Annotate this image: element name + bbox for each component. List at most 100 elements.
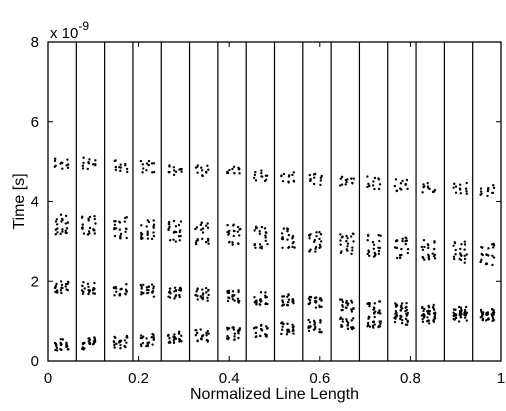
data-point: [432, 320, 436, 323]
data-point: [378, 183, 382, 186]
data-point: [460, 243, 463, 246]
data-point: [432, 318, 435, 321]
data-point: [60, 348, 63, 352]
data-point: [145, 225, 148, 228]
data-point: [126, 170, 129, 174]
data-point: [91, 288, 95, 292]
data-point: [227, 296, 231, 300]
data-point: [113, 294, 116, 297]
data-point: [426, 312, 430, 315]
data-point: [308, 250, 311, 253]
data-point: [458, 187, 462, 190]
data-point: [264, 332, 267, 336]
data-point-cluster: [194, 164, 210, 178]
data-point: [80, 289, 84, 292]
data-point: [367, 234, 370, 238]
data-point: [465, 253, 468, 256]
data-point: [236, 297, 240, 300]
data-point: [309, 296, 313, 299]
data-point: [81, 167, 85, 170]
data-point: [378, 325, 382, 328]
data-point: [319, 321, 322, 324]
data-point: [345, 318, 348, 321]
data-point: [238, 234, 241, 237]
data-point: [114, 285, 117, 289]
data-point: [280, 328, 284, 331]
data-point: [292, 332, 295, 335]
data-point: [454, 248, 457, 252]
data-point: [423, 258, 426, 261]
data-point: [231, 290, 235, 293]
data-point: [92, 342, 96, 345]
data-point: [231, 243, 234, 246]
data-point: [459, 316, 463, 319]
data-point: [226, 299, 230, 303]
data-point: [207, 168, 210, 171]
data-point: [145, 288, 149, 292]
data-point: [88, 338, 92, 341]
data-point: [393, 302, 397, 305]
data-point: [377, 187, 381, 191]
data-point-cluster: [366, 233, 382, 258]
data-point: [315, 235, 318, 238]
data-point: [340, 183, 344, 186]
data-point: [492, 318, 496, 322]
data-point: [373, 176, 377, 180]
data-point: [487, 247, 490, 250]
data-point: [349, 235, 353, 238]
data-point: [422, 238, 426, 242]
data-point: [340, 298, 344, 301]
data-point: [140, 293, 143, 296]
data-point: [147, 291, 150, 294]
data-point: [486, 312, 489, 315]
data-point: [292, 171, 295, 174]
data-point: [314, 325, 317, 329]
data-point: [196, 298, 199, 301]
data-point: [405, 312, 408, 316]
data-point: [253, 242, 257, 246]
data-point: [460, 312, 463, 316]
data-point: [421, 191, 424, 194]
axis-ticks: 0 0.2 0.4 0.6 0.8 1 0 2 4 6 8: [31, 34, 506, 387]
data-point: [258, 246, 262, 249]
data-point: [125, 283, 128, 286]
data-point: [173, 337, 176, 341]
data-point: [199, 328, 202, 331]
data-point: [237, 166, 240, 170]
data-point: [264, 239, 268, 243]
data-point: [307, 325, 311, 328]
data-point: [145, 337, 148, 340]
data-point: [59, 280, 63, 283]
data-point: [373, 187, 376, 191]
data-point: [150, 162, 154, 165]
data-point: [432, 312, 436, 315]
data-point: [367, 315, 371, 319]
data-point: [287, 180, 290, 183]
data-point: [341, 308, 344, 312]
data-point: [377, 233, 380, 237]
data-point: [87, 292, 90, 296]
data-point: [151, 343, 154, 346]
data-point: [53, 157, 57, 160]
data-point: [346, 242, 350, 245]
data-point: [394, 312, 397, 316]
data-point: [393, 184, 397, 188]
data-point: [406, 251, 410, 255]
data-point: [432, 255, 436, 258]
data-point: [93, 229, 96, 232]
data-point: [206, 226, 210, 230]
data-point: [196, 339, 199, 342]
data-point: [142, 292, 145, 295]
data-point: [172, 219, 176, 223]
data-point: [201, 237, 204, 241]
data-point: [206, 239, 210, 242]
data-point: [237, 242, 240, 245]
data-point: [352, 317, 355, 320]
data-point: [152, 226, 155, 229]
data-point-cluster: [81, 156, 97, 171]
data-point: [254, 246, 257, 249]
data-point: [180, 167, 183, 171]
data-point: [346, 236, 349, 240]
data-point: [177, 223, 181, 227]
data-point: [312, 319, 316, 323]
